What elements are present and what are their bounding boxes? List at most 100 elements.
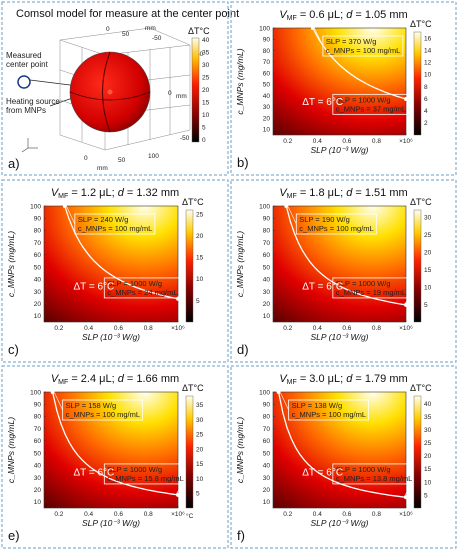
x-tick-label: 0.2: [54, 511, 63, 518]
panel-a-colorbar-ticks: 40 35 30 25 20 15 10 5 0: [202, 37, 210, 144]
x-tick-label: ×10⁶: [399, 511, 413, 518]
panel-border: [1, 365, 229, 549]
y-axis-label: c_MNPs (mg/mL): [235, 417, 245, 483]
heatmap-area: [272, 27, 407, 136]
colorbar: [413, 395, 422, 509]
annotation-top-leader: [288, 206, 297, 225]
annotation-top-leader: [314, 28, 324, 47]
panel-a-colorbar-tick: 35: [202, 50, 210, 57]
panel-a-unit-right: mm: [176, 93, 187, 100]
panel-d: VMF = 1.8 μL; d = 1.51 mm 10 20 30 40 50 60 70 8…: [230, 179, 457, 363]
y-tick-label: 50: [34, 264, 42, 271]
panel-a-label: a): [8, 156, 20, 171]
x-tick-label: ×10⁶: [399, 325, 413, 332]
panel-a-colorbar-tick: 30: [202, 62, 210, 69]
y-tick-label: 30: [34, 289, 42, 296]
xyz-triad-icon: [21, 138, 38, 153]
contour-bottom-point: [404, 302, 408, 307]
x-tick-label: 0.2: [54, 325, 63, 332]
measured-pointer-line: [29, 79, 79, 87]
heating-source-point: [107, 89, 113, 95]
panel-a-colorbar-tick: 10: [202, 112, 210, 119]
y-tick-label: 90: [263, 402, 271, 409]
y-axis-label: c_MNPs (mg/mL): [6, 231, 16, 297]
contour-line: [285, 205, 407, 306]
y-tick-label: 30: [34, 475, 42, 482]
colorbar-unit: °C: [186, 512, 194, 520]
y-tick-label: 20: [34, 301, 42, 308]
x-axis-label: SLP (10⁻³ W/g): [310, 332, 368, 342]
y-tick-label: 50: [263, 264, 271, 271]
annotation-bottom-line2: c_MNPs = 13.8 mg/mL: [336, 474, 413, 483]
panel-a-tick-3: -50: [152, 35, 162, 42]
heatmap-area: [272, 205, 407, 323]
x-tick-label: 0.6: [342, 325, 351, 332]
x-axis-label: SLP (10⁻³ W/g): [310, 518, 368, 528]
panel-a-colorbar-tick: 25: [202, 75, 210, 82]
y-tick-label: 100: [259, 389, 270, 396]
colorbar-tick-label: 20: [196, 446, 204, 453]
panel-a: Comsol model for measure at the center p…: [1, 1, 239, 176]
sphere-meridian: [102, 51, 111, 133]
colorbar-tick-label: 35: [424, 414, 432, 421]
y-tick-label: 50: [263, 450, 271, 457]
y-tick-label: 10: [34, 313, 42, 320]
panel-title: VMF = 0.6 μL; d = 1.05 mm: [279, 9, 407, 22]
x-tick-label: 0.2: [283, 511, 292, 518]
y-tick-label: 70: [263, 59, 271, 66]
panel-border: [230, 365, 457, 549]
colorbar-tick-label: 30: [424, 214, 432, 221]
annotation-top-line1: SLP = 240 W/g: [78, 215, 129, 224]
x-tick-label: ×10⁶: [171, 511, 185, 518]
colorbar-tick-label: 15: [196, 255, 204, 262]
colorbar-tick-label: 5: [424, 302, 428, 309]
annotation-top-leader: [66, 206, 76, 225]
y-tick-label: 80: [263, 48, 271, 55]
heatmap-area: [43, 205, 179, 323]
panel-label: c): [8, 342, 19, 357]
panel-a-colorbar: [191, 37, 200, 143]
contour-top-point: [62, 204, 67, 208]
x-tick-label: 0.4: [313, 511, 322, 518]
x-tick-label: 0.6: [114, 511, 123, 518]
contour-top-point: [50, 390, 55, 394]
annotation-bottom-line1: SLP = 1000 W/g: [336, 279, 391, 288]
y-tick-label: 10: [34, 499, 42, 506]
panel-a-tick-8: 50: [118, 157, 126, 164]
panel-label: e): [8, 528, 20, 543]
y-tick-label: 40: [34, 277, 42, 284]
x-tick-label: 0.8: [144, 325, 153, 332]
annotation-top-leader: [280, 392, 289, 411]
colorbar-tick-label: 25: [424, 232, 432, 239]
y-tick-label: 20: [263, 487, 271, 494]
x-tick-label: 0.4: [84, 325, 93, 332]
panel-a-tick-7: 100: [148, 153, 159, 160]
colorbar: [185, 395, 194, 509]
y-tick-label: 90: [34, 402, 42, 409]
y-tick-label: 90: [34, 216, 42, 223]
y-tick-label: 20: [34, 487, 42, 494]
panel-f: VMF = 3.0 μL; d = 1.79 mm 10 20 30 40 50 60 70 8…: [230, 365, 457, 549]
y-tick-label: 70: [34, 240, 42, 247]
panel-a-colorbar-tick: 15: [202, 100, 210, 107]
contour-label: ΔT = 6°C: [302, 468, 343, 479]
annotation-bottom-line2: c_MNPs = 19 mg/mL: [336, 288, 406, 297]
y-tick-label: 60: [263, 70, 271, 77]
contour-top-point: [310, 26, 315, 30]
panel-a-unit-bottom: mm: [97, 165, 108, 172]
y-tick-label: 40: [263, 93, 271, 100]
panel-e: VMF = 2.4 μL; d = 1.66 mm 10 20 30 40 50 60 70 8…: [1, 365, 229, 549]
x-tick-label: 0.2: [283, 325, 292, 332]
colorbar-tick-label: 5: [196, 491, 200, 498]
annotation-bottom-line2: c_MNPs = 37 mg/mL: [336, 104, 406, 113]
panel-title: VMF = 1.8 μL; d = 1.51 mm: [279, 187, 407, 200]
colorbar-tick-label: 16: [424, 35, 432, 42]
x-tick-label: 0.8: [144, 511, 153, 518]
panel-a-unit-top: mm: [145, 25, 156, 32]
y-tick-label: 100: [259, 203, 270, 210]
colorbar-tick-label: 10: [196, 276, 204, 283]
colorbar-tick-label: 5: [196, 298, 200, 305]
annotation-bottom-line2: c_MNPs = 15.8 mg/mL: [107, 474, 184, 483]
